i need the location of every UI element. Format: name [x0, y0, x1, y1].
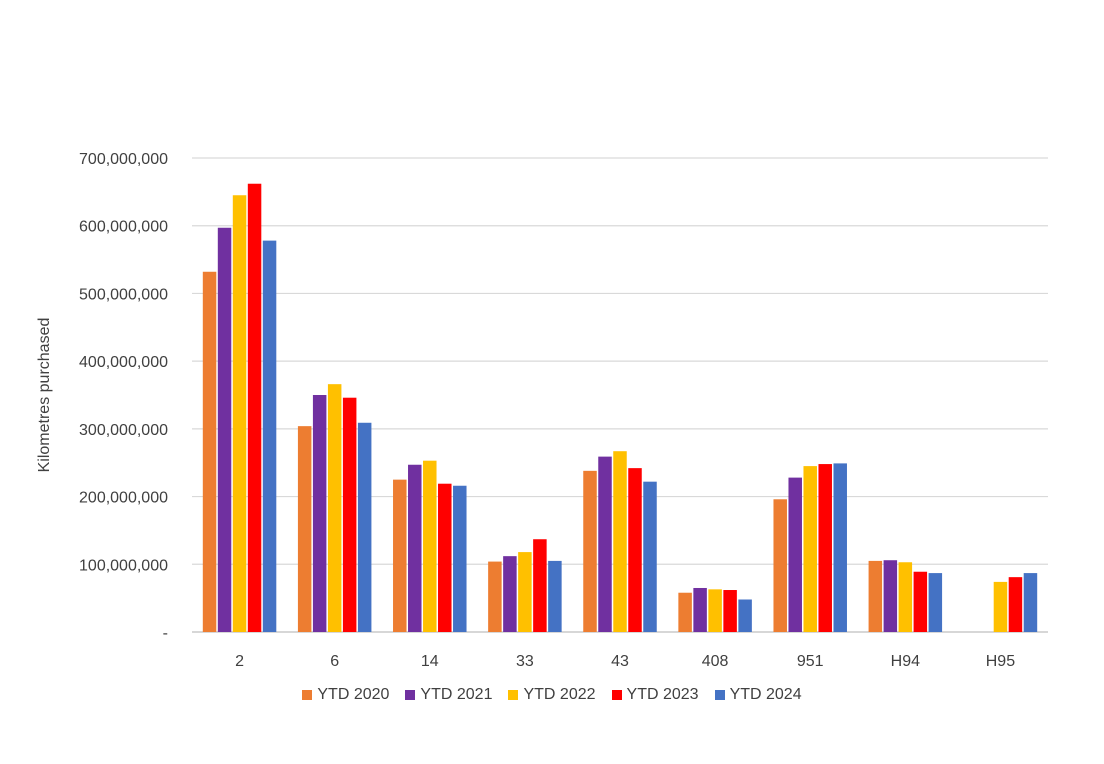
- bar-ytd-2021-14: [408, 464, 422, 632]
- y-tick-label: 200,000,000: [79, 490, 168, 507]
- bar-ytd-2020-951: [773, 499, 787, 632]
- bar-ytd-2021-2: [217, 227, 232, 632]
- bar-ytd-2024-6: [357, 422, 372, 632]
- bar-ytd-2024-33: [548, 560, 562, 632]
- bar-group-33: [488, 539, 562, 632]
- bar-ytd-2021-33: [503, 556, 517, 632]
- y-tick-label: 600,000,000: [79, 219, 168, 236]
- bar-ytd-2024-408: [738, 599, 752, 632]
- bar-ytd-2021-408: [693, 587, 707, 632]
- bar-ytd-2023-408: [723, 590, 737, 632]
- legend-label: YTD 2020: [317, 686, 390, 703]
- legend-swatch: [611, 690, 622, 700]
- legend-swatch: [508, 690, 519, 700]
- bar-ytd-2022-14: [423, 460, 437, 632]
- bar-ytd-2021-6: [312, 395, 327, 632]
- bar-ytd-2022-H94: [898, 562, 913, 632]
- bar-ytd-2022-43: [613, 451, 627, 632]
- bar-ytd-2024-43: [643, 481, 657, 632]
- bar-ytd-2022-33: [518, 552, 532, 632]
- bar-group-H95: [993, 573, 1038, 632]
- bar-ytd-2023-6: [342, 397, 357, 632]
- bar-group-2: [202, 183, 277, 632]
- x-tick-label: 2: [235, 653, 244, 670]
- bar-ytd-2020-408: [678, 592, 692, 632]
- bar-ytd-2022-6: [327, 384, 342, 632]
- y-tick-label: -: [163, 625, 168, 642]
- legend-label: YTD 2022: [523, 686, 596, 703]
- bar-ytd-2020-H94: [868, 560, 883, 632]
- x-tick-label: H95: [986, 653, 1015, 670]
- bar-ytd-2020-33: [488, 561, 502, 632]
- legend: YTD 2020 YTD 2021 YTD 2022 YTD 2023 YTD 2024: [0, 686, 1104, 704]
- x-tick-label: 43: [611, 653, 629, 670]
- y-tick-label: 100,000,000: [79, 557, 168, 574]
- x-tick-label: 408: [702, 653, 729, 670]
- bar-ytd-2023-14: [438, 483, 452, 632]
- legend-label: YTD 2023: [626, 686, 699, 703]
- y-tick-label: 300,000,000: [79, 422, 168, 439]
- bar-ytd-2020-2: [202, 271, 217, 632]
- x-tick-label: H94: [891, 653, 920, 670]
- bar-ytd-2020-14: [393, 479, 407, 632]
- y-axis-ticks: - 100,000,000 200,000,000 300,000,000 400,00…: [79, 151, 168, 642]
- legend-item: YTD 2024: [714, 686, 802, 704]
- bar-ytd-2024-H94: [928, 573, 943, 632]
- legend-item: YTD 2020: [302, 686, 389, 704]
- bar-ytd-2020-43: [583, 470, 597, 632]
- bar-ytd-2022-408: [708, 589, 722, 632]
- bar-ytd-2023-33: [533, 539, 547, 632]
- bar-ytd-2020-6: [297, 426, 312, 632]
- bar-ytd-2022-H95: [993, 581, 1008, 632]
- x-tick-label: 6: [330, 653, 339, 670]
- bar-ytd-2021-951: [788, 477, 802, 632]
- bar-group-951: [773, 463, 847, 632]
- bar-group-14: [393, 460, 467, 632]
- bar-ytd-2022-951: [803, 466, 817, 632]
- x-tick-label: 14: [421, 653, 439, 670]
- bar-ytd-2024-H95: [1023, 573, 1038, 632]
- bar-ytd-2024-2: [262, 240, 277, 632]
- bar-group-H94: [868, 560, 943, 632]
- bar-ytd-2023-2: [247, 183, 262, 632]
- y-tick-label: 700,000,000: [79, 151, 168, 168]
- y-tick-label: 500,000,000: [79, 286, 168, 303]
- bar-ytd-2023-43: [628, 468, 642, 632]
- y-axis-label: Kilometres purchased: [36, 318, 53, 473]
- legend-label: YTD 2021: [420, 686, 493, 703]
- legend-swatch: [302, 690, 313, 700]
- bar-ytd-2023-951: [818, 464, 832, 632]
- bar-ytd-2023-H95: [1008, 577, 1023, 632]
- x-tick-label: 33: [516, 653, 534, 670]
- bar-ytd-2024-14: [453, 485, 467, 632]
- legend-item: YTD 2022: [508, 686, 596, 704]
- legend-label: YTD 2024: [729, 686, 802, 703]
- bar-ytd-2023-H94: [913, 571, 928, 632]
- bars: [202, 183, 1038, 632]
- bar-ytd-2021-43: [598, 456, 612, 632]
- x-tick-label: 951: [797, 653, 824, 670]
- bar-ytd-2024-951: [833, 463, 847, 632]
- y-tick-label: 400,000,000: [79, 354, 168, 371]
- legend-item: YTD 2023: [611, 686, 699, 704]
- legend-swatch: [405, 690, 416, 700]
- bar-ytd-2021-H94: [883, 560, 898, 632]
- bar-group-6: [297, 384, 372, 632]
- legend-item: YTD 2021: [405, 686, 492, 704]
- bar-ytd-2022-2: [232, 195, 247, 632]
- legend-swatch: [714, 690, 725, 700]
- bar-group-408: [678, 587, 752, 632]
- x-axis-ticks: 2 6 14 33 43 408 951 H94 H95: [235, 653, 1015, 670]
- bar-group-43: [583, 451, 657, 632]
